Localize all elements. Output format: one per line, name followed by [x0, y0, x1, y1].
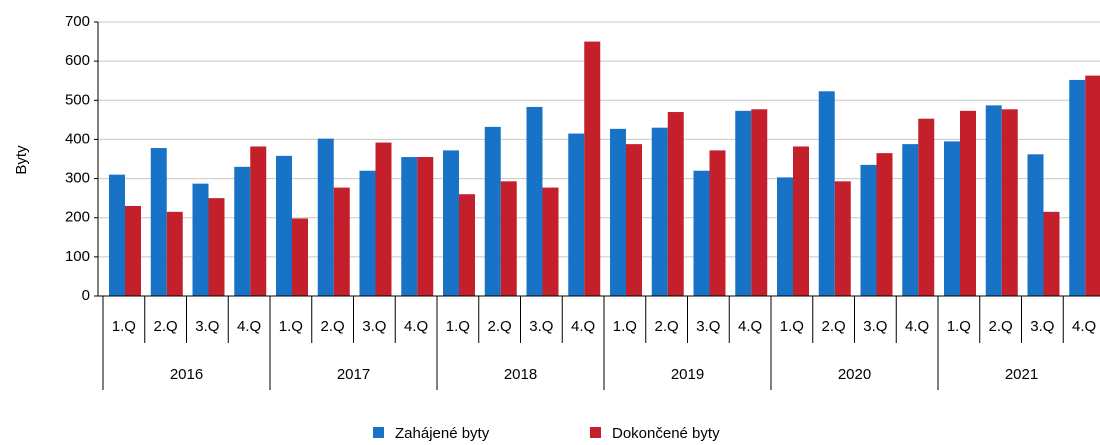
- bar: [960, 110, 976, 297]
- group-label: 2017: [337, 366, 370, 383]
- x-tick-label: 4.Q: [1072, 318, 1096, 335]
- x-tick-label: 3.Q: [195, 318, 219, 335]
- bar: [834, 181, 851, 296]
- bar: [292, 218, 308, 296]
- bar: [818, 91, 835, 296]
- bar: [793, 146, 809, 296]
- bar: [526, 106, 543, 296]
- y-tick-label: 100: [65, 248, 90, 265]
- x-tick-label: 2.Q: [989, 318, 1013, 335]
- bar: [735, 110, 752, 297]
- y-tick-label: 400: [65, 130, 90, 147]
- bar: [250, 146, 267, 296]
- y-tick-label: 700: [65, 13, 90, 30]
- y-tick-label: 0: [82, 287, 90, 304]
- x-tick-label: 4.Q: [738, 318, 762, 335]
- group-label: 2018: [504, 366, 537, 383]
- x-tick-label: 3.Q: [863, 318, 887, 335]
- bar: [876, 153, 893, 296]
- bar: [584, 41, 601, 297]
- y-tick-label: 200: [65, 209, 90, 226]
- bar: [359, 170, 376, 296]
- x-tick-label: 1.Q: [613, 318, 637, 335]
- bar: [944, 141, 960, 296]
- bar: [985, 105, 1002, 296]
- x-tick-label: 4.Q: [571, 318, 595, 335]
- bar: [1001, 109, 1018, 296]
- bar: [751, 109, 768, 296]
- x-tick-label: 2.Q: [154, 318, 178, 335]
- bar: [208, 198, 225, 296]
- legend-label: Zahájené byty: [395, 425, 490, 442]
- x-tick-label: 2.Q: [822, 318, 846, 335]
- bar: [125, 205, 141, 296]
- bar: [333, 187, 350, 296]
- y-tick-label: 600: [65, 52, 90, 69]
- x-tick-label: 2.Q: [488, 318, 512, 335]
- x-tick-label: 1.Q: [446, 318, 470, 335]
- x-tick-label: 3.Q: [1030, 318, 1054, 335]
- bar: [860, 164, 877, 296]
- bar: [109, 174, 125, 296]
- x-tick-label: 1.Q: [780, 318, 804, 335]
- y-tick-label: 300: [65, 170, 90, 187]
- bar: [443, 150, 459, 296]
- legend-label: Dokončené byty: [612, 425, 720, 442]
- group-label: 2020: [838, 366, 871, 383]
- y-axis-label: Byty: [13, 145, 30, 175]
- bar: [902, 144, 919, 296]
- x-tick-label: 2.Q: [655, 318, 679, 335]
- bar: [918, 118, 935, 296]
- x-tick-label: 3.Q: [529, 318, 553, 335]
- bar: [1085, 75, 1100, 296]
- bar: [709, 150, 726, 296]
- x-tick-label: 4.Q: [404, 318, 428, 335]
- bar: [500, 181, 517, 296]
- bar: [542, 187, 559, 296]
- legend-swatch: [590, 427, 601, 438]
- bar: [484, 126, 501, 296]
- bar: [150, 148, 167, 296]
- bar: [777, 177, 793, 296]
- bar: [1043, 211, 1060, 296]
- bar: [276, 155, 292, 296]
- x-tick-label: 3.Q: [362, 318, 386, 335]
- x-tick-label: 3.Q: [696, 318, 720, 335]
- bar: [667, 112, 684, 297]
- y-tick-label: 500: [65, 91, 90, 108]
- bar: [568, 133, 585, 296]
- x-tick-label: 4.Q: [905, 318, 929, 335]
- legend-swatch: [373, 427, 384, 438]
- bar: [1069, 79, 1086, 296]
- x-tick-label: 1.Q: [279, 318, 303, 335]
- bar: [375, 142, 392, 296]
- group-label: 2021: [1005, 366, 1038, 383]
- bar: [626, 144, 642, 296]
- bar: [459, 194, 475, 296]
- bar: [192, 183, 209, 296]
- x-tick-label: 1.Q: [112, 318, 136, 335]
- bar: [693, 170, 710, 296]
- group-label: 2016: [170, 366, 203, 383]
- x-tick-label: 2.Q: [321, 318, 345, 335]
- bar: [417, 157, 434, 296]
- x-tick-label: 4.Q: [237, 318, 261, 335]
- bar: [166, 211, 183, 296]
- bar: [610, 128, 626, 296]
- bar: [651, 127, 668, 296]
- bar: [1027, 154, 1044, 296]
- group-label: 2019: [671, 366, 704, 383]
- bar: [317, 138, 334, 296]
- bar: [401, 157, 418, 296]
- x-tick-label: 1.Q: [947, 318, 971, 335]
- bar: [234, 166, 251, 296]
